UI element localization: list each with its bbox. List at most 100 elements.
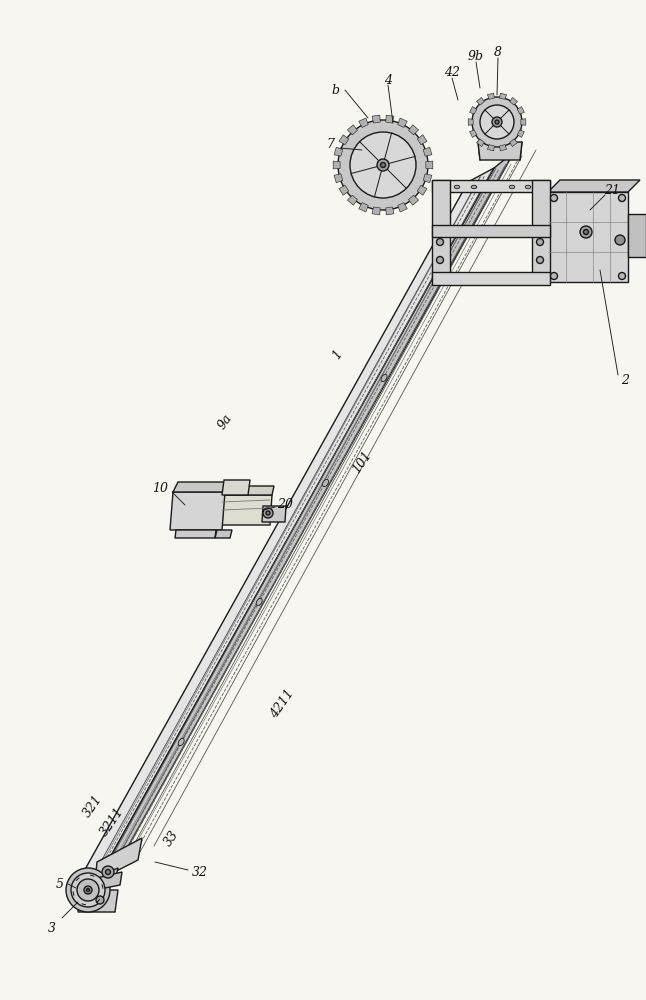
Polygon shape — [510, 97, 517, 105]
Polygon shape — [339, 135, 349, 145]
Circle shape — [618, 194, 625, 202]
Circle shape — [618, 272, 625, 279]
Polygon shape — [432, 180, 450, 280]
Text: b: b — [331, 84, 339, 97]
Polygon shape — [426, 161, 433, 169]
Ellipse shape — [178, 738, 184, 746]
Circle shape — [550, 194, 557, 202]
Polygon shape — [423, 147, 432, 156]
Ellipse shape — [256, 598, 262, 606]
Polygon shape — [78, 852, 125, 882]
Polygon shape — [372, 207, 380, 215]
Polygon shape — [359, 203, 368, 212]
Polygon shape — [408, 125, 419, 135]
Ellipse shape — [525, 185, 531, 189]
Circle shape — [84, 886, 92, 894]
Text: 33: 33 — [162, 828, 182, 848]
Text: 5: 5 — [56, 879, 64, 892]
Text: 20: 20 — [277, 498, 293, 512]
Text: 10: 10 — [152, 482, 168, 494]
Polygon shape — [398, 118, 407, 127]
Polygon shape — [532, 180, 550, 280]
Polygon shape — [215, 530, 232, 538]
Polygon shape — [468, 119, 473, 125]
Polygon shape — [488, 93, 494, 99]
Polygon shape — [386, 115, 394, 123]
Polygon shape — [333, 161, 340, 169]
Polygon shape — [628, 214, 646, 257]
Polygon shape — [470, 107, 477, 114]
Circle shape — [583, 230, 589, 234]
Text: 42: 42 — [444, 66, 460, 79]
Polygon shape — [478, 142, 522, 160]
Polygon shape — [417, 185, 427, 195]
Polygon shape — [348, 125, 357, 135]
Circle shape — [480, 105, 514, 139]
Circle shape — [377, 159, 389, 171]
Polygon shape — [517, 107, 525, 114]
Ellipse shape — [322, 479, 329, 487]
Circle shape — [338, 120, 428, 210]
Polygon shape — [417, 135, 427, 145]
Circle shape — [373, 163, 393, 183]
Polygon shape — [423, 174, 432, 183]
Text: 4: 4 — [384, 74, 392, 87]
Ellipse shape — [454, 185, 460, 189]
Circle shape — [105, 869, 110, 874]
Text: 101: 101 — [349, 448, 374, 476]
Polygon shape — [95, 872, 122, 890]
Polygon shape — [78, 860, 125, 895]
Polygon shape — [517, 130, 525, 137]
Polygon shape — [477, 139, 484, 147]
Circle shape — [536, 256, 543, 263]
Polygon shape — [500, 93, 506, 99]
Text: 9a: 9a — [215, 412, 234, 432]
Polygon shape — [372, 115, 380, 123]
Polygon shape — [262, 506, 286, 522]
Polygon shape — [104, 152, 514, 868]
Polygon shape — [78, 168, 494, 882]
Circle shape — [615, 235, 625, 245]
Polygon shape — [398, 203, 407, 212]
Text: 9b: 9b — [468, 49, 484, 62]
Circle shape — [492, 117, 502, 127]
Ellipse shape — [509, 185, 515, 189]
Text: 7: 7 — [326, 138, 334, 151]
Text: 3: 3 — [48, 922, 56, 934]
Circle shape — [77, 879, 99, 901]
Text: 3211: 3211 — [98, 805, 127, 839]
Circle shape — [550, 272, 557, 279]
Polygon shape — [470, 130, 477, 137]
Text: 32: 32 — [192, 865, 208, 879]
Circle shape — [263, 508, 273, 518]
Polygon shape — [173, 482, 230, 492]
Text: 21: 21 — [604, 184, 620, 196]
Text: 4211: 4211 — [267, 687, 297, 721]
Polygon shape — [95, 838, 142, 882]
Circle shape — [96, 896, 104, 904]
Circle shape — [437, 238, 444, 245]
Ellipse shape — [435, 276, 442, 284]
Polygon shape — [510, 139, 517, 147]
Circle shape — [71, 873, 105, 907]
Polygon shape — [521, 119, 526, 125]
Circle shape — [350, 132, 416, 198]
Polygon shape — [548, 192, 628, 282]
Circle shape — [437, 256, 444, 263]
Ellipse shape — [471, 185, 477, 189]
Polygon shape — [408, 195, 419, 205]
Polygon shape — [334, 147, 343, 156]
Polygon shape — [334, 174, 343, 183]
Circle shape — [266, 511, 270, 515]
Circle shape — [472, 97, 522, 147]
Polygon shape — [175, 530, 216, 538]
Polygon shape — [339, 185, 349, 195]
Polygon shape — [359, 118, 368, 127]
Circle shape — [536, 238, 543, 245]
Text: 2: 2 — [621, 373, 629, 386]
Polygon shape — [432, 272, 550, 285]
Polygon shape — [488, 145, 494, 151]
Polygon shape — [78, 890, 118, 912]
Text: 1: 1 — [330, 348, 346, 362]
Polygon shape — [386, 207, 394, 215]
